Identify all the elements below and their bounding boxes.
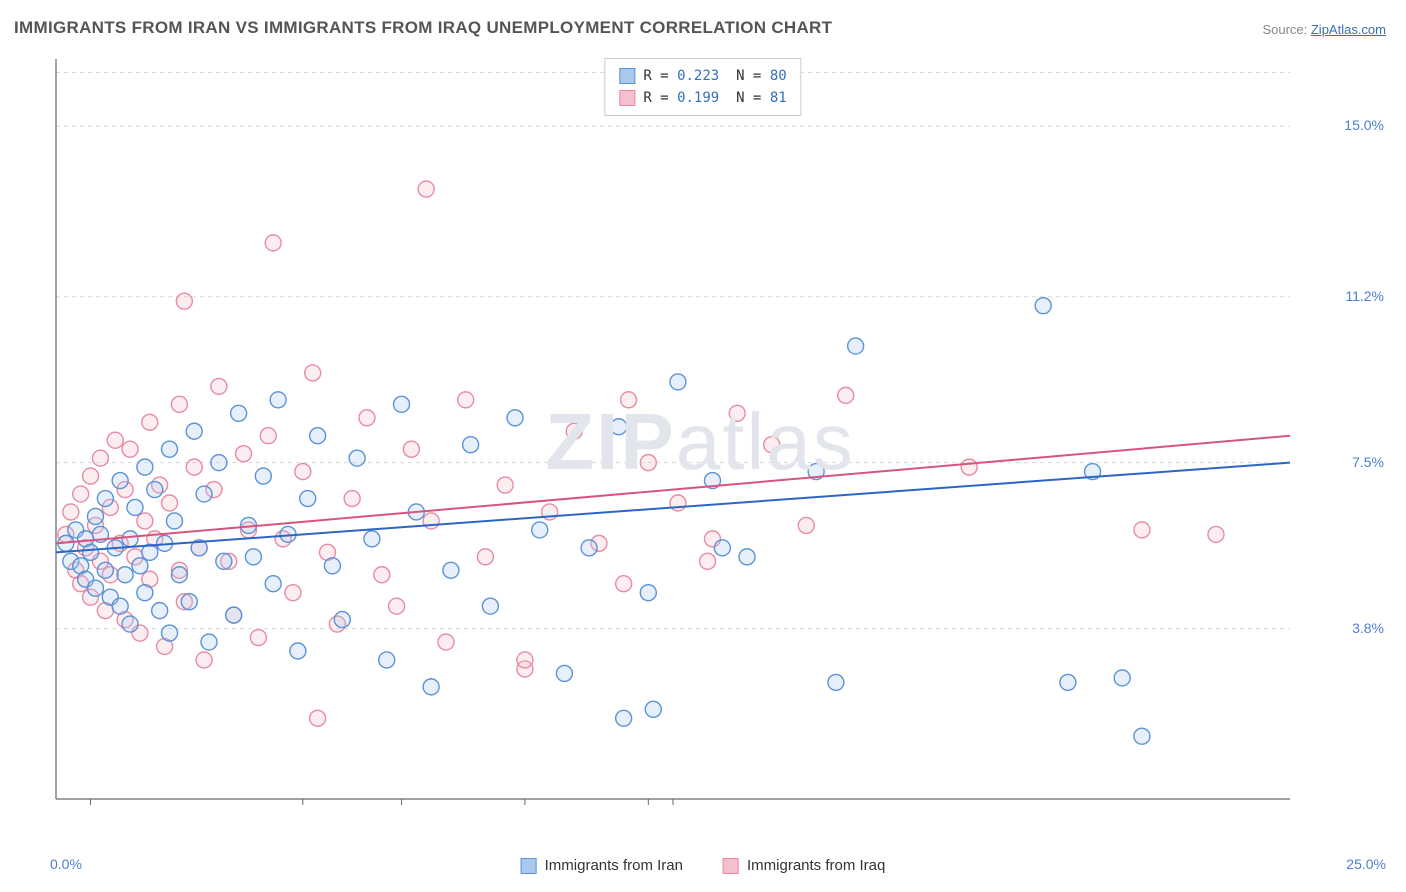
legend-item-iran: Immigrants from Iran: [521, 857, 683, 874]
legend-swatch-iran: [521, 858, 537, 874]
legend-swatch-iraq: [723, 858, 739, 874]
legend-swatch-iraq: [619, 90, 635, 106]
y-tick-label: 3.8%: [1352, 620, 1384, 636]
legend-swatch-iran: [619, 68, 635, 84]
legend-label-iran: Immigrants from Iran: [545, 857, 683, 874]
y-tick-label: 7.5%: [1352, 454, 1384, 470]
page-root: IMMIGRANTS FROM IRAN VS IMMIGRANTS FROM …: [0, 0, 1406, 892]
r-label: R =: [643, 90, 668, 106]
correlation-legend-row: R = 0.199 N = 81: [619, 87, 786, 109]
legend-item-iraq: Immigrants from Iraq: [723, 857, 885, 874]
n-value-iraq: 81: [770, 90, 787, 106]
source-link[interactable]: ZipAtlas.com: [1311, 22, 1386, 37]
correlation-legend: R = 0.223 N = 80 R = 0.199 N = 81: [604, 58, 801, 116]
r-value-iraq: 0.199: [677, 90, 719, 106]
source-label: Source:: [1262, 22, 1310, 37]
chart-title: IMMIGRANTS FROM IRAN VS IMMIGRANTS FROM …: [14, 18, 832, 38]
plot-area: ZIPatlas: [50, 55, 1350, 829]
r-value-iran: 0.223: [677, 68, 719, 84]
x-tick-min: 0.0%: [50, 856, 82, 872]
x-tick-max: 25.0%: [1346, 856, 1386, 872]
series-legend: Immigrants from Iran Immigrants from Ira…: [521, 857, 886, 874]
legend-label-iraq: Immigrants from Iraq: [747, 857, 885, 874]
n-label: N =: [736, 68, 761, 84]
source-attribution: Source: ZipAtlas.com: [1262, 22, 1386, 37]
r-label: R =: [643, 68, 668, 84]
n-label: N =: [736, 90, 761, 106]
y-tick-label: 15.0%: [1344, 117, 1384, 133]
chart-svg: [50, 55, 1350, 829]
y-tick-label: 11.2%: [1345, 288, 1384, 304]
n-value-iran: 80: [770, 68, 787, 84]
correlation-legend-row: R = 0.223 N = 80: [619, 65, 786, 87]
